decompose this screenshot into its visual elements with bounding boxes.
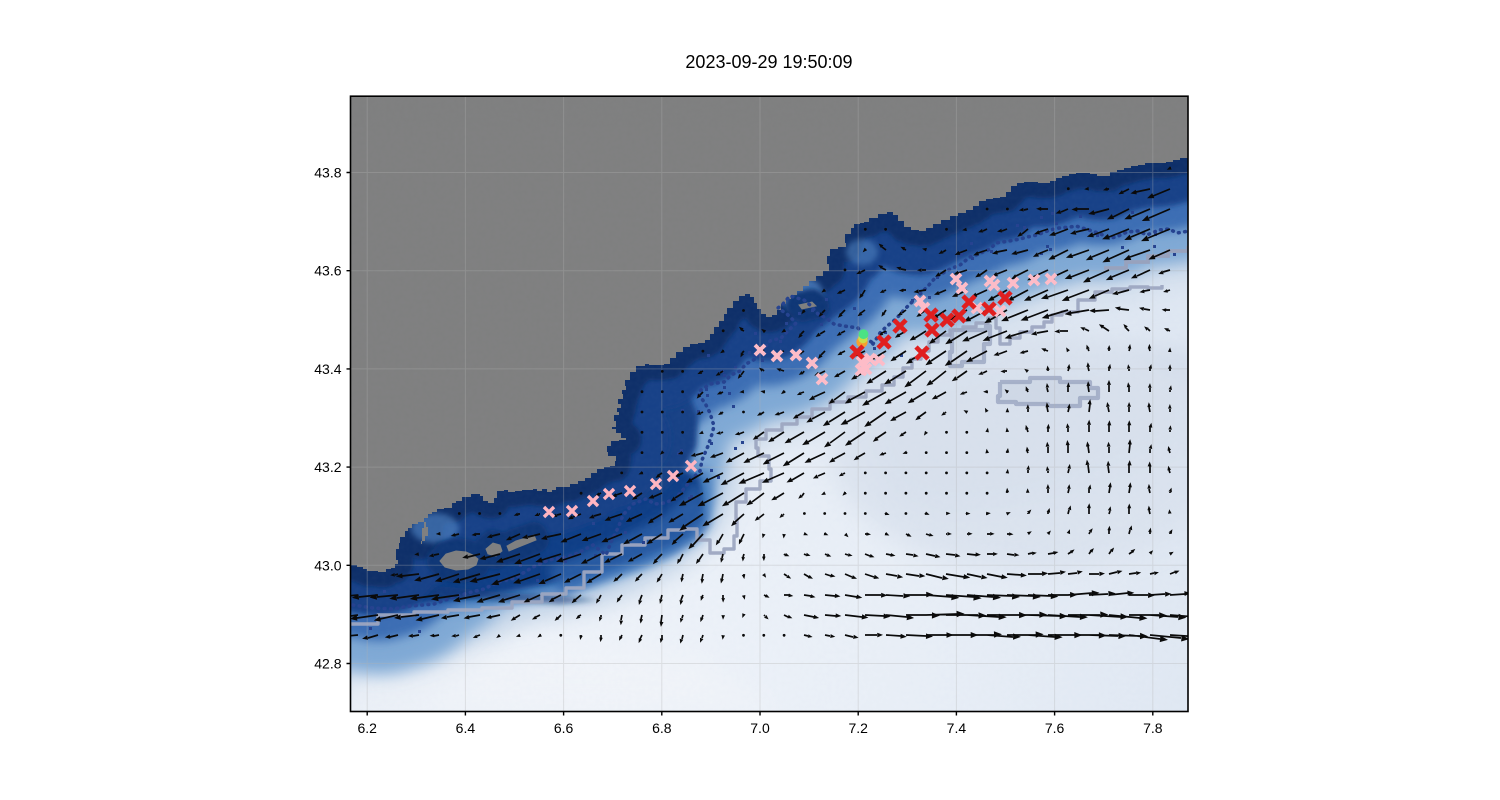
svg-text:6.4: 6.4 — [456, 720, 476, 736]
svg-text:7.2: 7.2 — [848, 720, 868, 736]
svg-text:43.4: 43.4 — [314, 361, 341, 377]
svg-text:6.2: 6.2 — [357, 720, 377, 736]
svg-text:43.6: 43.6 — [314, 263, 341, 279]
svg-text:2023-09-29 19:50:09: 2023-09-29 19:50:09 — [685, 52, 852, 72]
svg-text:7.0: 7.0 — [750, 720, 770, 736]
svg-text:7.4: 7.4 — [947, 720, 967, 736]
svg-text:7.8: 7.8 — [1143, 720, 1163, 736]
svg-text:6.8: 6.8 — [652, 720, 672, 736]
svg-text:43.0: 43.0 — [314, 557, 341, 573]
svg-text:43.8: 43.8 — [314, 165, 341, 181]
svg-text:7.6: 7.6 — [1045, 720, 1065, 736]
svg-text:42.8: 42.8 — [314, 656, 341, 672]
svg-text:43.2: 43.2 — [314, 459, 341, 475]
svg-text:6.6: 6.6 — [554, 720, 574, 736]
